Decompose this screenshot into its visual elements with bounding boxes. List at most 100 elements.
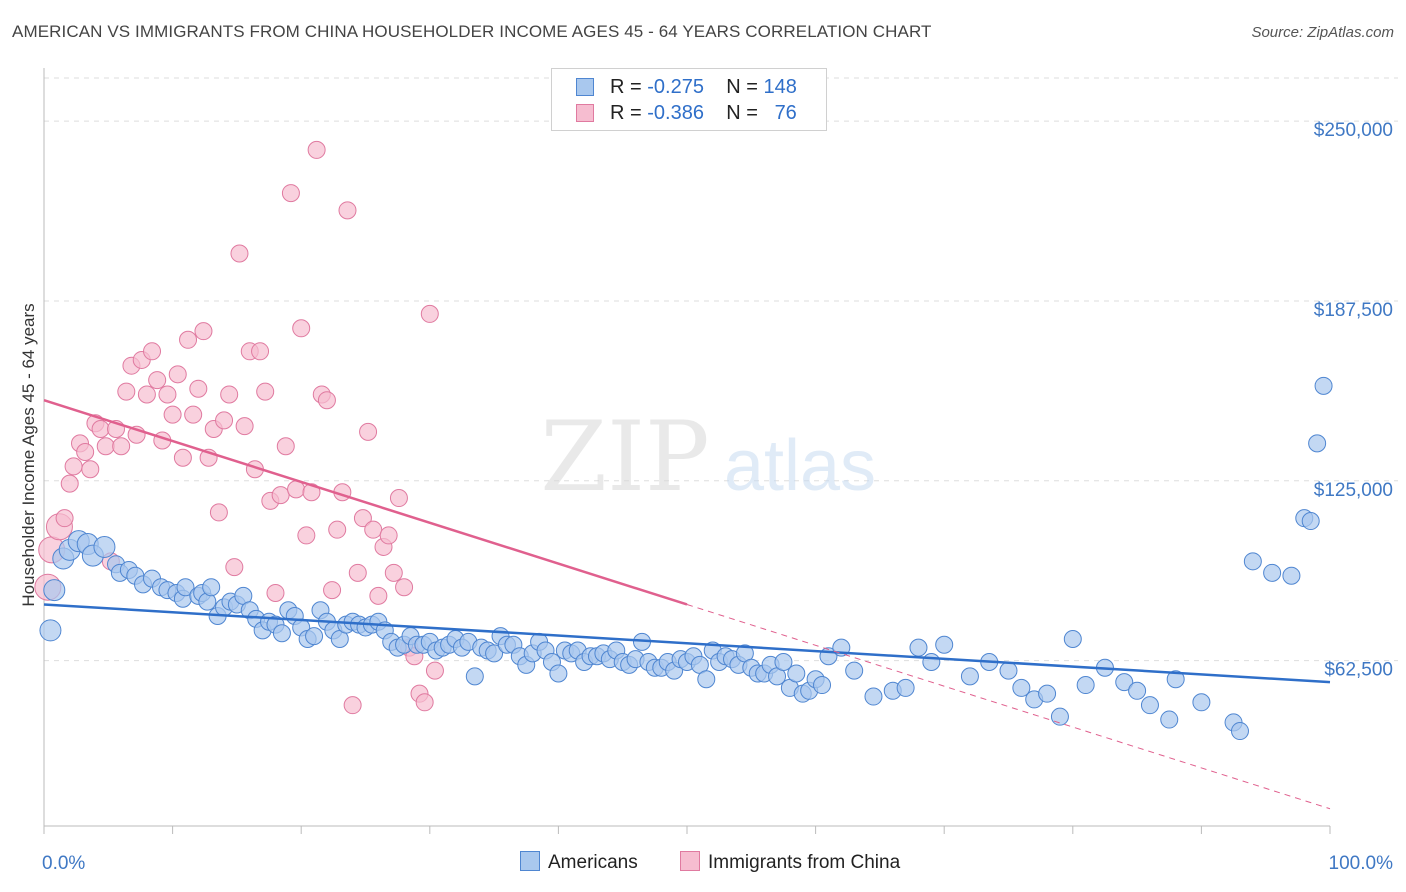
y-tick-label-2: $187,500 bbox=[1314, 300, 1393, 321]
americans-point-76 bbox=[549, 664, 568, 683]
americans-point-38 bbox=[305, 627, 324, 646]
china-point-61 bbox=[353, 509, 372, 528]
americans-point-150 bbox=[1308, 434, 1327, 453]
americans-point-133 bbox=[1050, 707, 1069, 726]
americans-point-134 bbox=[1063, 630, 1082, 648]
americans-point-123 bbox=[896, 678, 915, 697]
legend-americans-stats: R = -0.275 N = 148 bbox=[610, 76, 797, 99]
series-china-points bbox=[34, 140, 444, 715]
china-n-value: 76 bbox=[774, 102, 797, 124]
china-point-19 bbox=[137, 385, 156, 404]
x-tick-labels: 0.0% 100.0% bbox=[42, 853, 1393, 874]
china-point-69 bbox=[395, 578, 414, 597]
americans-point-135 bbox=[1076, 676, 1095, 695]
americans-point-1 bbox=[43, 579, 66, 602]
china-point-23 bbox=[158, 385, 177, 404]
americans-point-132 bbox=[1038, 684, 1057, 703]
china-point-42 bbox=[256, 382, 275, 401]
china-point-63 bbox=[364, 520, 383, 539]
china-point-55 bbox=[323, 581, 342, 600]
y-tick-label-1: $125,000 bbox=[1314, 480, 1393, 501]
china-point-10 bbox=[91, 419, 110, 438]
americans-trend-line bbox=[43, 603, 1331, 684]
y-tick-label-0: $62,500 bbox=[1324, 660, 1393, 681]
americans-point-0 bbox=[39, 619, 62, 642]
china-point-64 bbox=[369, 586, 388, 605]
china-point-33 bbox=[209, 503, 228, 522]
americans-point-140 bbox=[1160, 710, 1179, 729]
americans-point-127 bbox=[960, 667, 979, 686]
china-point-25 bbox=[168, 365, 187, 384]
americans-r-value: -0.275 bbox=[647, 76, 704, 98]
china-trend-extension bbox=[686, 604, 1331, 810]
china-point-26 bbox=[173, 448, 192, 467]
china-point-44 bbox=[266, 583, 285, 602]
china-point-62 bbox=[359, 422, 378, 441]
china-point-5 bbox=[64, 457, 83, 476]
china-point-27 bbox=[179, 330, 198, 349]
china-point-41 bbox=[251, 342, 270, 361]
americans-legend-label: Americans bbox=[548, 852, 638, 873]
americans-n-value: 148 bbox=[763, 76, 797, 98]
china-point-75 bbox=[425, 661, 444, 680]
chart-title: AMERICAN VS IMMIGRANTS FROM CHINA HOUSEH… bbox=[12, 22, 932, 41]
americans-point-142 bbox=[1192, 693, 1211, 712]
china-trend-line bbox=[43, 399, 688, 606]
china-point-30 bbox=[194, 322, 213, 341]
americans-point-120 bbox=[845, 661, 864, 680]
americans-point-33 bbox=[272, 624, 291, 643]
americans-point-7 bbox=[93, 535, 116, 558]
china-legend-label: Immigrants from China bbox=[708, 852, 901, 873]
china-point-15 bbox=[117, 382, 136, 401]
americans-point-22 bbox=[202, 578, 221, 597]
china-r-value: -0.386 bbox=[647, 102, 704, 124]
americans-point-66 bbox=[485, 644, 504, 663]
china-point-7 bbox=[76, 443, 95, 461]
china-point-50 bbox=[297, 526, 316, 545]
americans-swatch bbox=[576, 78, 594, 96]
source-label: Source: ZipAtlas.com bbox=[1251, 24, 1394, 41]
china-point-51 bbox=[302, 483, 321, 502]
americans-point-138 bbox=[1128, 681, 1147, 700]
china-point-47 bbox=[281, 184, 300, 203]
china-point-49 bbox=[292, 319, 311, 338]
americans-point-18 bbox=[176, 578, 195, 597]
china-point-11 bbox=[96, 437, 115, 456]
china-point-24 bbox=[163, 405, 182, 424]
china-point-58 bbox=[338, 201, 357, 220]
watermark-zip: ZIP bbox=[540, 401, 709, 513]
axes bbox=[43, 68, 1331, 834]
china-point-54 bbox=[317, 391, 336, 410]
americans-point-63 bbox=[465, 667, 484, 686]
china-point-37 bbox=[230, 244, 249, 263]
china-point-8 bbox=[81, 460, 100, 479]
china-point-52 bbox=[307, 140, 326, 159]
bottom-legend-americans: Americans bbox=[520, 851, 638, 874]
china-point-59 bbox=[343, 696, 362, 715]
americans-point-149 bbox=[1301, 512, 1320, 531]
y-tick-label-3: $250,000 bbox=[1314, 120, 1393, 141]
correlation-legend: R = -0.275 N = 148 R = -0.386 N = 76 bbox=[551, 68, 827, 131]
china-point-20 bbox=[143, 342, 162, 361]
americans-point-121 bbox=[864, 687, 883, 706]
watermark: ZIP atlas bbox=[540, 401, 876, 513]
americans-point-137 bbox=[1115, 673, 1134, 692]
china-point-73 bbox=[415, 693, 434, 712]
americans-point-129 bbox=[999, 661, 1018, 680]
china-point-3 bbox=[55, 509, 74, 528]
americans-point-113 bbox=[787, 664, 806, 683]
china-point-4 bbox=[60, 474, 79, 493]
china-point-21 bbox=[148, 371, 167, 390]
china-point-29 bbox=[189, 379, 208, 398]
china-point-56 bbox=[328, 520, 347, 539]
americans-point-117 bbox=[813, 676, 832, 695]
r-label: R = bbox=[610, 102, 642, 124]
n-label: N = bbox=[726, 76, 758, 98]
watermark-atlas: atlas bbox=[724, 426, 876, 506]
americans-point-130 bbox=[1012, 678, 1031, 697]
x-tick-label-0: 0.0% bbox=[42, 853, 85, 874]
americans-point-146 bbox=[1263, 563, 1282, 582]
bottom-legend-china: Immigrants from China bbox=[680, 851, 900, 874]
china-point-66 bbox=[379, 526, 398, 545]
